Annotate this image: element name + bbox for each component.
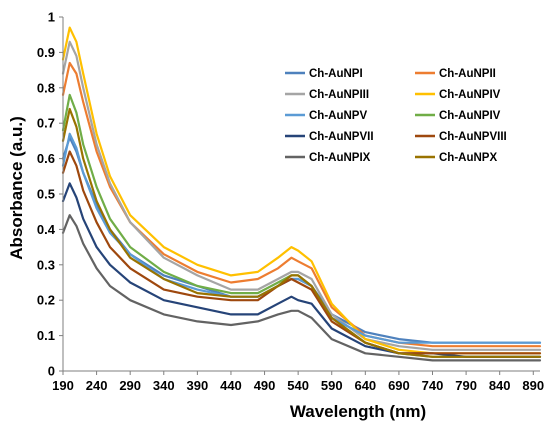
series-line-2 xyxy=(61,61,542,348)
legend-label: Ch-AuNPI xyxy=(309,68,363,80)
plot-lines xyxy=(61,26,542,362)
y-tick-label: 0.8 xyxy=(37,80,55,95)
y-axis-title: Absorbance (a.u.) xyxy=(7,116,26,260)
legend-label: Ch-AuNPVIII xyxy=(439,131,507,143)
legend-label: Ch-AuNPIV xyxy=(439,110,501,122)
legend-label: Ch-AuNPIV xyxy=(439,89,501,101)
x-tick-label: 640 xyxy=(354,378,376,393)
series-line-8 xyxy=(61,150,542,355)
y-tick-label: 0.2 xyxy=(37,293,55,308)
x-tick-label: 690 xyxy=(388,378,410,393)
x-tick-label: 840 xyxy=(489,378,511,393)
x-tick-label: 490 xyxy=(254,378,276,393)
x-tick-label: 740 xyxy=(422,378,444,393)
y-tick-label: 1 xyxy=(48,10,55,25)
y-tick-label: 0.9 xyxy=(37,45,55,60)
x-tick-label: 440 xyxy=(220,378,242,393)
x-axis-title: Wavelength (nm) xyxy=(290,402,426,421)
y-tick-label: 0.1 xyxy=(37,328,55,343)
legend: Ch-AuNPI Ch-AuNPII Ch-AuNPIII Ch-AuNPIV Ch-A… xyxy=(285,68,507,164)
legend-label: Ch-AuNPV xyxy=(309,110,367,122)
x-tick-label: 590 xyxy=(321,378,343,393)
legend-label: Ch-AuNPII xyxy=(439,68,496,80)
series-line-10 xyxy=(61,107,542,358)
x-tick-label: 240 xyxy=(86,378,108,393)
x-tick-label: 290 xyxy=(119,378,141,393)
x-tick-label: 190 xyxy=(52,378,74,393)
x-tick-label: 340 xyxy=(153,378,175,393)
legend-label: Ch-AuNPIII xyxy=(309,89,369,101)
y-tick-label: 0.3 xyxy=(37,257,55,272)
legend-label: Ch-AuNPIX xyxy=(309,152,371,164)
series-line-9 xyxy=(61,214,542,362)
y-tick-label: 0.5 xyxy=(37,187,55,202)
y-tick-label: 0.7 xyxy=(37,116,55,131)
legend-label: Ch-AuNPX xyxy=(439,152,497,164)
x-tick-label: 790 xyxy=(455,378,477,393)
series-line-3 xyxy=(61,40,542,351)
series-line-4 xyxy=(61,26,542,355)
x-tick-label: 390 xyxy=(187,378,209,393)
x-tick-label: 540 xyxy=(287,378,309,393)
axes: 190 240 290 340 390 440 490 540 590 640 690 740 790 8… xyxy=(37,10,544,394)
y-tick-label: 0 xyxy=(48,364,55,379)
y-tick-label: 0.4 xyxy=(37,222,56,237)
x-tick-label: 890 xyxy=(522,378,544,393)
y-tick-label: 0.6 xyxy=(37,151,55,166)
legend-label: Ch-AuNPVII xyxy=(309,131,374,143)
